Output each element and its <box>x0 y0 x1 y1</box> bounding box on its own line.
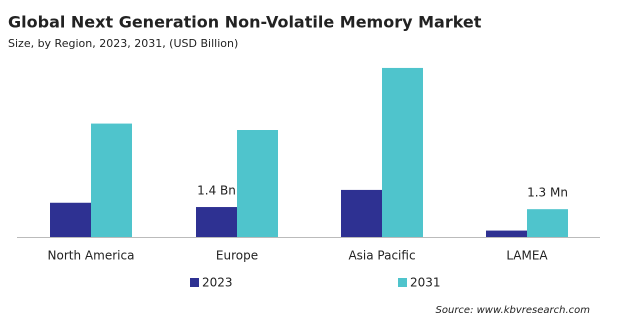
legend-swatch <box>190 278 199 287</box>
x-tick-label: Europe <box>216 249 258 263</box>
bar <box>237 130 278 237</box>
bar <box>527 209 568 237</box>
source: Source: www.kbvresearch.com <box>436 305 591 316</box>
value-label: 1.4 Bn <box>197 184 236 198</box>
x-tick-label: LAMEA <box>506 249 548 263</box>
bar <box>382 67 423 237</box>
bar <box>486 230 527 237</box>
annotation: 1.3 Mn <box>527 186 568 200</box>
legend-swatch <box>398 278 407 287</box>
chart-subtitle: Size, by Region, 2023, 2031, (USD Billio… <box>8 37 238 50</box>
legend-label: 2031 <box>410 276 441 290</box>
bar <box>196 207 237 237</box>
chart-title: Global Next Generation Non-Volatile Memo… <box>8 13 482 32</box>
x-tick-label: Asia Pacific <box>348 249 415 263</box>
bar <box>341 189 382 237</box>
legend-label: 2023 <box>202 276 233 290</box>
bar <box>50 202 91 237</box>
bar <box>91 123 132 237</box>
x-tick-label: North America <box>48 249 135 263</box>
